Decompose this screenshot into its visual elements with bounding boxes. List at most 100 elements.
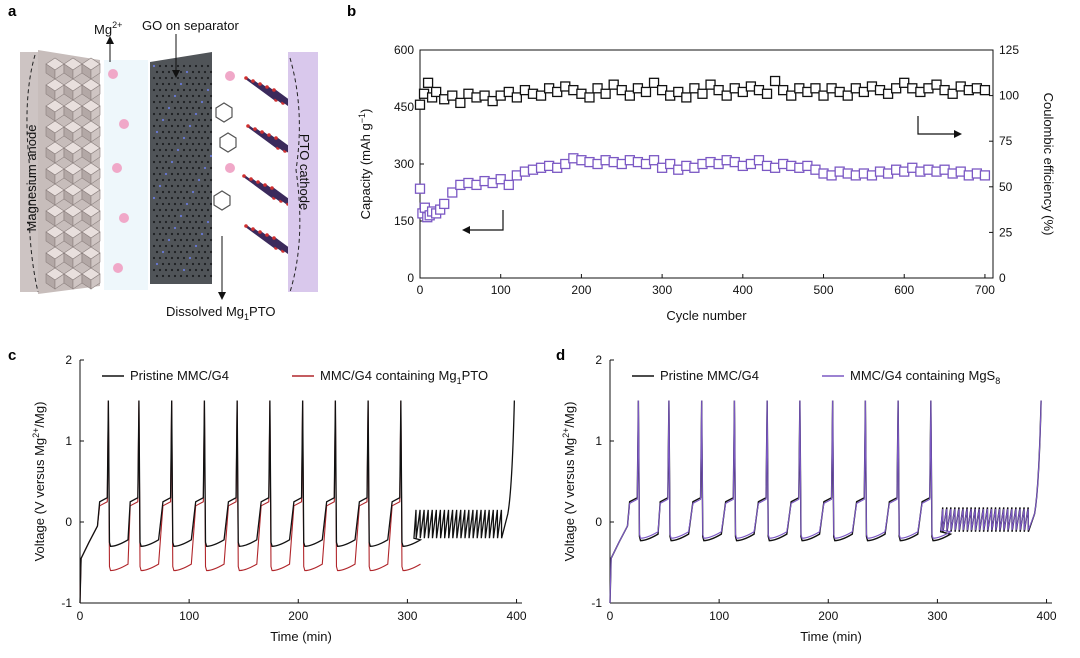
go-texture-dot xyxy=(197,274,201,278)
ce-point xyxy=(511,92,522,103)
go-texture-dot xyxy=(164,256,168,260)
go-texture-dot xyxy=(170,64,174,68)
go-texture-dot xyxy=(158,220,162,224)
go-texture-dot xyxy=(194,160,198,164)
go-texture-dot xyxy=(200,256,204,260)
go-texture-dot xyxy=(209,214,213,218)
panel-d-letter: d xyxy=(556,347,565,364)
ce-point xyxy=(681,92,692,103)
go-texture-dot xyxy=(194,220,198,224)
go-texture-dot xyxy=(152,76,156,80)
go-texture-dot xyxy=(194,196,198,200)
go-texture-dot xyxy=(197,118,201,122)
go-texture-dot xyxy=(158,100,162,104)
go-texture-dot xyxy=(200,112,204,116)
go-texture-dot xyxy=(197,94,201,98)
go-texture-dot xyxy=(179,166,183,170)
x-tick-label: 0 xyxy=(607,609,614,623)
panel-c-voltage-chart: c 0 100 200 300 400 -1 0 1 2 Time (min) Voltage (V… xyxy=(8,347,527,644)
capacity-point xyxy=(979,170,991,181)
legend-additive-main: MMC/G4 containing Mg xyxy=(320,368,457,383)
pto-cathode-label: PTO cathode xyxy=(297,134,312,210)
go-texture-dot xyxy=(173,118,177,122)
y-title-end: /Mg) xyxy=(562,402,577,428)
capacity-point xyxy=(753,155,765,166)
go-texture-dot xyxy=(158,88,162,92)
go-texture-dot xyxy=(182,76,186,80)
go-texture-dot xyxy=(161,202,165,206)
anode-cube-front xyxy=(90,189,101,206)
go-texture-dot xyxy=(200,268,204,272)
go-texture-dot xyxy=(176,232,180,236)
y-left-tick-label: 450 xyxy=(394,100,414,114)
x-tick-label: 400 xyxy=(1037,609,1057,623)
left-axis-indicator-arrow xyxy=(468,210,504,231)
go-texture-dot xyxy=(161,178,165,182)
go-texture-dot xyxy=(161,118,165,122)
go-texture-dot xyxy=(203,142,207,146)
go-texture-dot xyxy=(158,172,162,176)
go-texture-dot xyxy=(194,256,198,260)
go-texture-dot xyxy=(176,112,180,116)
pto-oxygen xyxy=(260,130,264,134)
go-texture-dot xyxy=(152,172,156,176)
go-texture-dot xyxy=(161,274,165,278)
go-texture-dot xyxy=(173,82,177,86)
go-texture-dot xyxy=(185,130,189,134)
go-texture-dot xyxy=(200,232,204,236)
go-texture-dot xyxy=(176,172,180,176)
go-texture-dot xyxy=(155,262,159,266)
go-texture-dot xyxy=(200,220,204,224)
ce-point xyxy=(761,88,773,99)
go-texture-dot xyxy=(200,124,204,128)
y-left-axis-title: Capacity (mAh g−1) xyxy=(357,109,373,220)
pto-oxygen xyxy=(272,88,276,92)
go-texture-dot xyxy=(182,136,186,140)
y-right-tick-label: 25 xyxy=(999,225,1013,239)
go-texture-dot xyxy=(191,142,195,146)
legend-label-additive: MMC/G4 containing Mg1PTO xyxy=(320,368,488,386)
y-tick-label: 0 xyxy=(65,515,72,529)
anode-cubes xyxy=(45,57,101,290)
ce-point xyxy=(931,79,942,90)
ce-point xyxy=(503,86,514,98)
go-texture-dot xyxy=(155,250,159,254)
go-texture-dot xyxy=(191,130,195,134)
anode-cube-front xyxy=(90,147,101,164)
ce-point xyxy=(535,90,547,101)
go-texture-dot xyxy=(176,256,180,260)
pto-chain xyxy=(259,83,291,107)
go-texture-dot xyxy=(176,88,180,92)
go-texture-dot xyxy=(167,142,171,146)
go-texture-dot xyxy=(167,166,171,170)
go-texture-dot xyxy=(200,172,204,176)
go-texture-dot xyxy=(197,130,201,134)
go-texture-dot xyxy=(203,118,207,122)
go-texture-dot xyxy=(200,148,204,152)
go-texture-dot xyxy=(167,178,171,182)
x-tick-label: 300 xyxy=(652,283,672,297)
go-texture-dot xyxy=(200,184,204,188)
x-axis-title: Cycle number xyxy=(666,308,747,323)
x-tick-label: 300 xyxy=(927,609,947,623)
go-texture-dot xyxy=(209,226,213,230)
go-texture-dot xyxy=(167,94,171,98)
go-texture-dot xyxy=(188,160,192,164)
go-texture-dot xyxy=(152,268,156,272)
go-texture-dot xyxy=(200,88,204,92)
go-texture-dot xyxy=(197,70,201,74)
go-texture-dot xyxy=(152,136,156,140)
go-texture-dot xyxy=(152,160,156,164)
go-texture-dot xyxy=(179,118,183,122)
go-texture-dot xyxy=(185,166,189,170)
go-texture-dot xyxy=(179,226,183,230)
go-texture-dot xyxy=(170,232,174,236)
go-texture-dot xyxy=(197,250,201,254)
go-texture-dot xyxy=(200,244,204,248)
go-texture-dot xyxy=(170,172,174,176)
go-texture-dot xyxy=(209,106,213,110)
capacity-point xyxy=(560,158,571,170)
go-texture-dot xyxy=(209,118,213,122)
pto-oxygen xyxy=(249,177,253,181)
legend-additive-sub: 1 xyxy=(457,376,462,386)
